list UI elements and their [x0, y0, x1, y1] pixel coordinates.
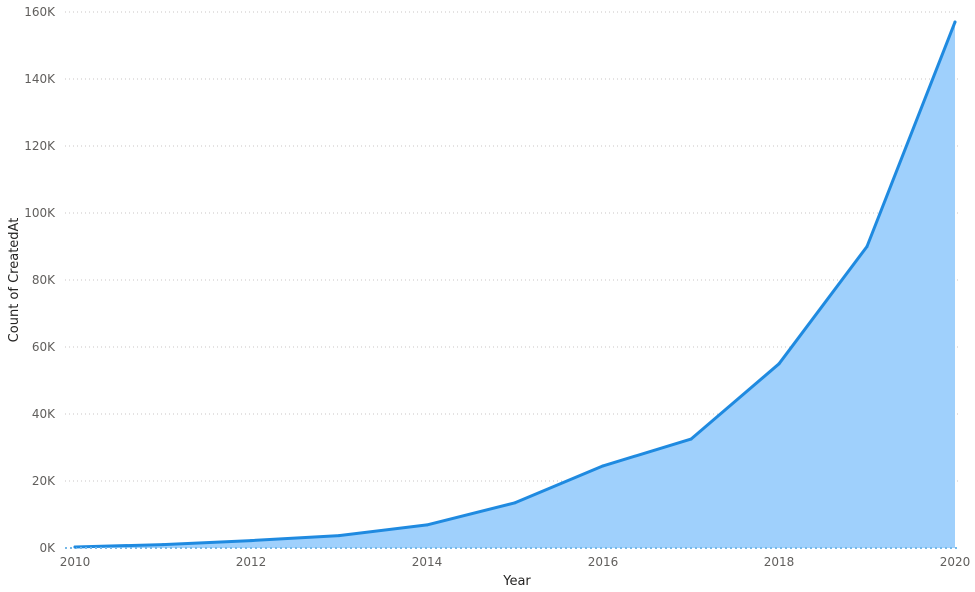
- y-tick-label: 80K: [32, 273, 56, 287]
- x-axis-title: Year: [502, 574, 531, 589]
- y-tick-label: 120K: [24, 139, 56, 153]
- series-area-fill: [75, 22, 955, 549]
- data-points: [73, 20, 957, 549]
- y-tick-label: 100K: [24, 206, 56, 220]
- y-tick-label: 60K: [32, 340, 56, 354]
- x-tick-label: 2014: [412, 555, 443, 569]
- x-tick-label: 2016: [588, 555, 619, 569]
- data-point: [953, 20, 957, 24]
- data-point: [249, 539, 253, 543]
- y-axis-title: Count of CreatedAt: [7, 218, 22, 343]
- x-tick-label: 2018: [764, 555, 795, 569]
- x-tick-label: 2020: [940, 555, 971, 569]
- y-axis-ticks: 0K 20K 40K 60K 80K 100K 120K 140K 160K: [24, 5, 56, 555]
- data-point: [337, 534, 341, 538]
- x-axis-ticks: 2010 2012 2014 2016 2018 2020: [60, 555, 971, 569]
- data-point: [865, 245, 869, 248]
- y-tick-label: 160K: [24, 5, 56, 19]
- y-tick-label: 140K: [24, 72, 56, 86]
- x-tick-label: 2010: [60, 555, 91, 569]
- data-point: [161, 543, 165, 547]
- data-point: [601, 464, 605, 468]
- data-point: [513, 501, 517, 505]
- x-tick-label: 2012: [236, 555, 267, 569]
- data-point: [777, 362, 781, 366]
- y-tick-label: 40K: [32, 407, 56, 421]
- data-point: [689, 437, 693, 441]
- y-tick-label: 0K: [39, 541, 56, 555]
- data-point: [73, 545, 77, 549]
- y-tick-label: 20K: [32, 474, 56, 488]
- data-point: [425, 523, 429, 527]
